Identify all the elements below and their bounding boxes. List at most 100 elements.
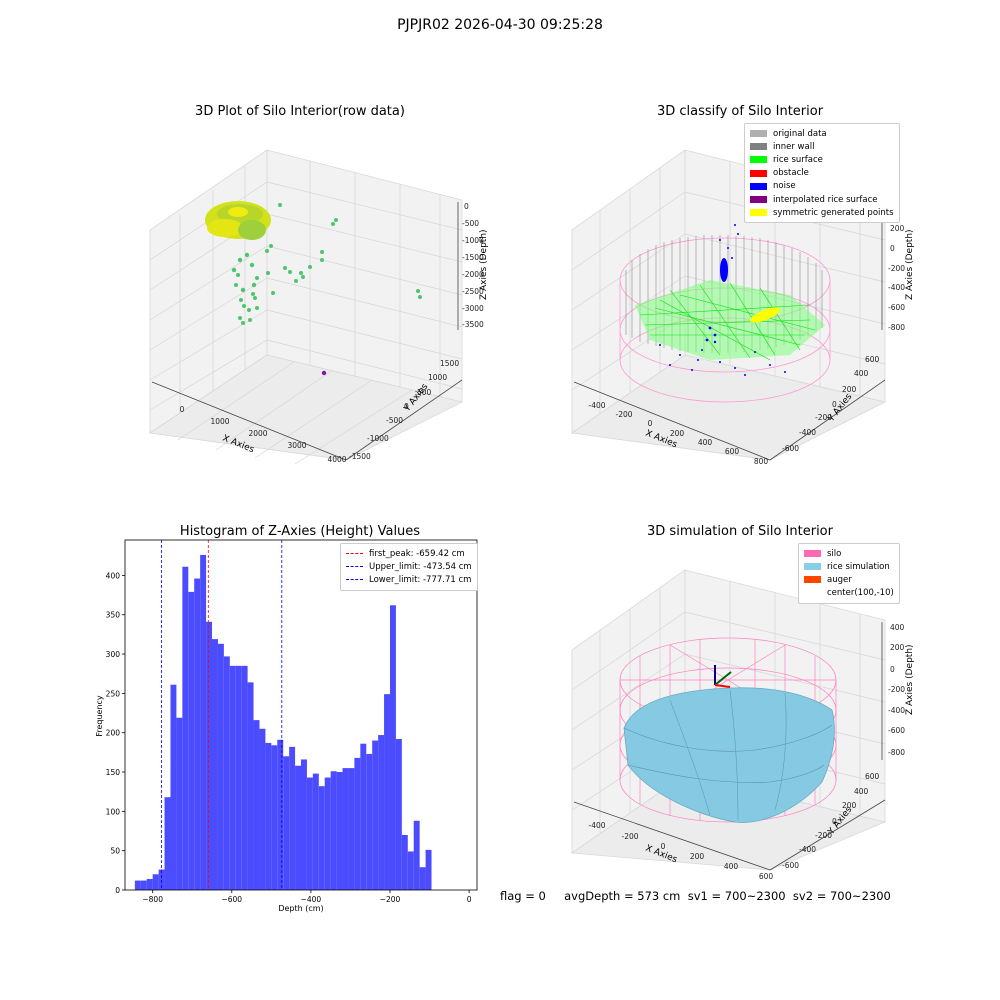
histogram-bar <box>206 621 213 890</box>
legend-swatch <box>346 566 363 568</box>
panel2-zlabel: Z Axies (Depth) <box>905 229 915 300</box>
svg-text:0: 0 <box>832 817 837 826</box>
y-tick-label: 200 <box>106 729 121 738</box>
histogram-bar <box>413 820 420 890</box>
svg-text:200: 200 <box>842 385 857 394</box>
histogram-bar <box>401 834 408 890</box>
panel1-zlabel: Z Axies (Depth) <box>479 229 489 300</box>
y-tick-label: 300 <box>106 650 121 659</box>
svg-text:-400: -400 <box>888 706 905 715</box>
panel4-legend: silo rice simulation auger center(100,-1… <box>798 543 900 604</box>
legend-swatch <box>750 130 767 138</box>
histogram-bar <box>324 777 331 890</box>
svg-text:-1000: -1000 <box>367 434 389 443</box>
svg-text:200: 200 <box>690 852 705 861</box>
svg-text:0: 0 <box>890 665 895 674</box>
histogram-bar <box>277 739 284 890</box>
noise-points <box>659 224 786 376</box>
histogram-title: Histogram of Z-Axies (Height) Values <box>179 524 421 539</box>
x-tick-label: −400 <box>301 895 322 904</box>
svg-text:3000: 3000 <box>287 441 306 450</box>
x-tick-label: −200 <box>380 895 401 904</box>
histogram-bar <box>176 717 183 890</box>
svg-text:1000: 1000 <box>428 373 447 382</box>
svg-text:-400: -400 <box>799 845 816 854</box>
svg-text:-200: -200 <box>888 264 905 273</box>
rice-simulation-surface <box>623 687 835 823</box>
svg-text:0: 0 <box>832 400 837 409</box>
histogram-x-ticks: −800 −600 −400 −200 0 <box>142 890 472 904</box>
histogram-frame <box>124 539 478 891</box>
svg-text:-200: -200 <box>888 685 905 694</box>
legend-entry: auger <box>804 573 894 586</box>
legend-swatch <box>804 550 821 558</box>
svg-text:600: 600 <box>865 355 880 364</box>
legend-swatch <box>346 579 363 581</box>
histogram-bar <box>164 797 171 890</box>
svg-text:-400: -400 <box>799 428 816 437</box>
panel2-legend: original data inner wall rice surface ob… <box>744 123 900 224</box>
svg-text:-1000: -1000 <box>462 236 484 245</box>
panel4-3d-axes: -400 -200 0 200 400 600 -600 -400 -200 0… <box>570 569 915 880</box>
legend-entry: noise <box>750 180 894 193</box>
panel2-z-ticks: -800 -600 -400 -200 0 200 <box>888 224 905 332</box>
status-footer: flag = 0 avgDepth = 573 cm sv1 = 700~230… <box>500 889 891 903</box>
histogram-bar <box>158 869 165 890</box>
histogram-bar <box>348 768 355 890</box>
legend-entry: symmetric generated points <box>750 206 894 219</box>
raw-point-outliers <box>231 203 422 325</box>
histogram-bar <box>372 740 379 890</box>
histogram-xlabel: Depth (cm) <box>278 904 323 913</box>
svg-text:-500: -500 <box>462 219 479 228</box>
panel2-title: 3D classify of Silo Interior <box>656 104 824 119</box>
svg-text:-3000: -3000 <box>462 304 484 313</box>
rice-surface-points <box>635 280 825 361</box>
legend-entry: inner wall <box>750 140 894 153</box>
histogram-bar <box>223 656 230 890</box>
legend-entry: obstacle <box>750 167 894 180</box>
histogram-bar <box>330 771 337 890</box>
legend-entry: interpolated rice surface <box>750 193 894 206</box>
histogram-bar <box>342 768 349 890</box>
histogram-bar <box>283 756 290 890</box>
histogram-bar <box>200 554 207 890</box>
legend-swatch <box>750 196 767 204</box>
svg-text:600: 600 <box>759 872 774 880</box>
svg-text:1500: 1500 <box>440 359 459 368</box>
svg-text:-800: -800 <box>888 323 905 332</box>
panel1-title: 3D Plot of Silo Interior(row data) <box>195 104 405 119</box>
svg-text:-600: -600 <box>888 726 905 735</box>
panel4-title: 3D simulation of Silo Interior <box>647 524 833 539</box>
y-tick-label: 150 <box>106 768 121 777</box>
histogram-bar <box>229 665 236 890</box>
histogram-bar <box>366 753 373 890</box>
histogram-bar <box>235 665 242 890</box>
symmetric-points <box>750 307 780 323</box>
legend-entry: rice simulation <box>804 560 894 573</box>
svg-text:-1500: -1500 <box>349 452 371 461</box>
histogram-bar <box>289 746 296 890</box>
x-tick-label: −800 <box>142 895 163 904</box>
histogram-bar <box>265 742 272 890</box>
histogram-bar <box>271 745 278 890</box>
raw-point-far <box>321 370 327 376</box>
legend-swatch <box>750 143 767 151</box>
svg-text:600: 600 <box>725 447 740 456</box>
histogram-bar <box>306 777 313 890</box>
histogram-bar <box>217 643 224 890</box>
svg-text:500: 500 <box>417 388 432 397</box>
svg-text:0: 0 <box>661 842 666 851</box>
histogram-legend: first_peak: -659.42 cm Upper_limit: -473… <box>340 543 478 591</box>
center-arrows <box>714 665 732 688</box>
histogram-bar <box>312 773 319 890</box>
svg-text:-400: -400 <box>588 821 605 830</box>
panel1-y-ticks: -1500 -1000 -500 0 500 1000 1500 <box>349 359 459 461</box>
svg-text:-400: -400 <box>888 283 905 292</box>
histogram-bar <box>247 682 254 890</box>
svg-text:0: 0 <box>648 419 653 428</box>
svg-text:-2500: -2500 <box>462 287 484 296</box>
histogram-bar <box>134 880 141 890</box>
legend-entry: original data <box>750 127 894 140</box>
y-tick-label: 50 <box>110 847 120 856</box>
legend-swatch <box>750 209 767 217</box>
